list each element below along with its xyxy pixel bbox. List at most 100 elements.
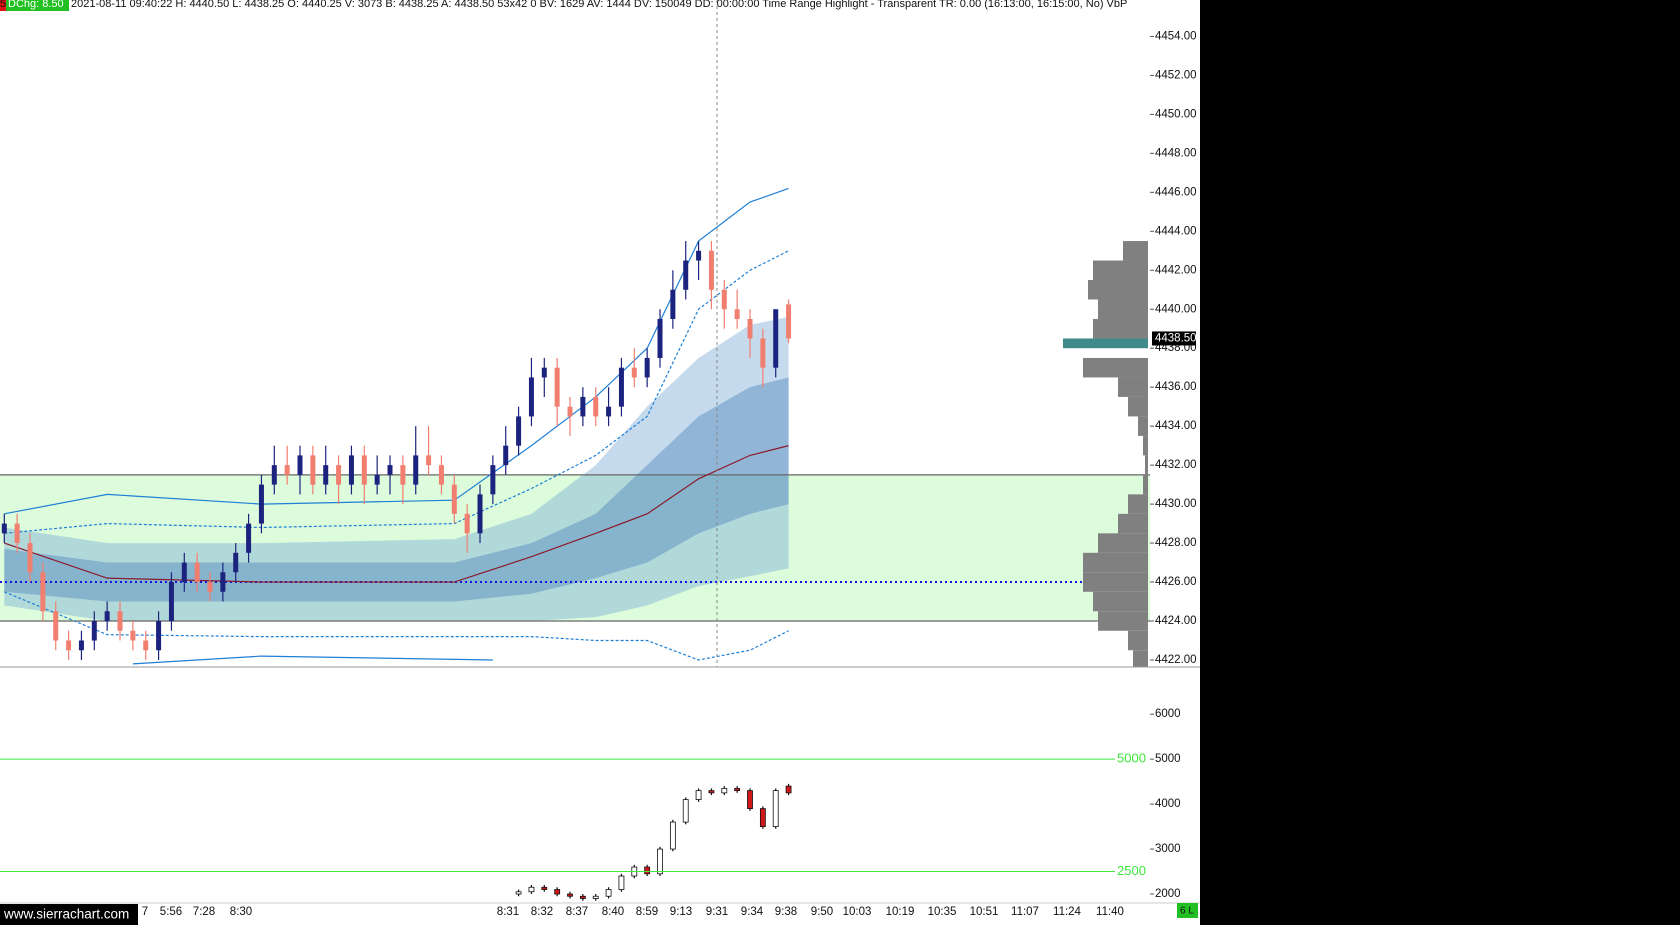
candle-body bbox=[168, 582, 174, 622]
candle-body bbox=[785, 785, 792, 794]
watermark-box bbox=[0, 904, 138, 925]
candle-body bbox=[14, 523, 20, 544]
candle-body bbox=[515, 891, 522, 895]
candle-body bbox=[567, 406, 573, 417]
candle-body bbox=[323, 465, 329, 485]
y-tick-label: 4426.00 bbox=[1155, 576, 1197, 588]
change-badge bbox=[6, 0, 69, 11]
candle-body bbox=[683, 260, 689, 290]
candle-body bbox=[438, 465, 444, 485]
std-band bbox=[4, 377, 789, 602]
candle-body bbox=[426, 455, 432, 466]
y-tick-label: 4434.00 bbox=[1155, 420, 1197, 432]
volume-profile-bar bbox=[1143, 435, 1148, 456]
candle-body bbox=[593, 396, 599, 417]
candle-body bbox=[708, 790, 715, 794]
level-label: 5000 bbox=[1117, 751, 1146, 766]
volume-profile-bar bbox=[1093, 591, 1148, 612]
last-price-box bbox=[1152, 331, 1196, 346]
y-tick-label: 4430.00 bbox=[1155, 498, 1197, 510]
x-tick-label: 8:30 bbox=[230, 906, 252, 918]
study-line bbox=[4, 591, 789, 661]
candle-body bbox=[567, 893, 573, 897]
candle-body bbox=[554, 367, 560, 407]
candle-body bbox=[734, 309, 740, 319]
volume-profile-bar bbox=[1128, 396, 1148, 417]
x-tick-label: 7 bbox=[142, 906, 148, 918]
candle-body bbox=[747, 790, 753, 809]
volume-profile-bar bbox=[1098, 533, 1148, 553]
candle-body bbox=[528, 886, 535, 893]
candle-body bbox=[271, 465, 277, 485]
x-tick-label: 8:31 bbox=[497, 906, 519, 918]
candle-body bbox=[541, 367, 547, 378]
axes: 4422.00 4424.00 4426.00 4428.00 4430.00 4432.… bbox=[0, 30, 1197, 918]
candle-body bbox=[773, 309, 779, 368]
x-tick-label: 10:03 bbox=[843, 906, 872, 918]
study-line bbox=[4, 187, 789, 515]
volume-profile-bar bbox=[1138, 416, 1148, 436]
y-tick-label: 4428.00 bbox=[1155, 537, 1197, 549]
candle-body bbox=[669, 821, 676, 850]
volume-profile-bar bbox=[1083, 552, 1148, 573]
volume-profile-bar bbox=[1133, 650, 1148, 667]
x-tick-label: 9:38 bbox=[775, 906, 797, 918]
x-tick-label: 8:32 bbox=[531, 906, 553, 918]
candle-body bbox=[310, 455, 316, 485]
candle-body bbox=[477, 494, 483, 534]
candle-body bbox=[657, 848, 663, 875]
candle-body bbox=[592, 895, 599, 899]
y-tick-label: 4422.00 bbox=[1155, 654, 1197, 666]
candle-body bbox=[194, 562, 200, 583]
y-tick-label: 4444.00 bbox=[1155, 225, 1197, 237]
candle-body bbox=[66, 640, 72, 651]
candle-body bbox=[130, 630, 136, 641]
candle-body bbox=[233, 552, 239, 573]
y-tick-label: 4442.00 bbox=[1155, 264, 1197, 276]
y-tick-label: 4432.00 bbox=[1155, 459, 1197, 471]
candle-body bbox=[580, 396, 586, 417]
candle-body bbox=[143, 640, 149, 651]
last-price-label: 4438.50 bbox=[1155, 333, 1197, 345]
candle-body bbox=[400, 465, 406, 485]
candle-body bbox=[747, 318, 753, 339]
empty-area bbox=[1200, 0, 1680, 925]
candle-body bbox=[579, 895, 586, 899]
candle-body bbox=[759, 808, 766, 827]
candle-body bbox=[207, 582, 213, 592]
candle-body bbox=[760, 338, 766, 368]
y-tick-label: 4440.00 bbox=[1155, 303, 1197, 315]
candle-body bbox=[104, 611, 110, 622]
y-tick-label: 6000 bbox=[1155, 708, 1181, 720]
candle-body bbox=[1, 523, 7, 534]
volume-profile-bar bbox=[1143, 474, 1148, 495]
candle-body bbox=[348, 455, 354, 485]
volume-profile-bar bbox=[1145, 455, 1148, 475]
candle-body bbox=[606, 406, 612, 417]
x-tick-label: 8:37 bbox=[566, 906, 588, 918]
candle-body bbox=[721, 289, 727, 310]
candle-body bbox=[618, 875, 625, 890]
candle-body bbox=[284, 465, 290, 475]
y-tick-label: 4452.00 bbox=[1155, 69, 1197, 81]
candle-body bbox=[554, 889, 561, 895]
candle-body bbox=[374, 474, 380, 485]
change-text: DChg: 8.50 bbox=[8, 0, 64, 10]
candle-body bbox=[336, 465, 342, 485]
volume-profile-bar bbox=[1083, 357, 1148, 378]
level-label: 2500 bbox=[1117, 863, 1146, 878]
x-tick-label: 9:50 bbox=[811, 906, 833, 918]
volume-profile-bar bbox=[1093, 318, 1148, 339]
candle-body bbox=[451, 484, 457, 514]
y-tick-label: 4446.00 bbox=[1155, 186, 1197, 198]
badge bbox=[0, 0, 6, 11]
candle-body bbox=[413, 455, 419, 485]
chart-background bbox=[0, 0, 1200, 925]
candle-body bbox=[541, 886, 548, 890]
candle-body bbox=[721, 787, 728, 794]
candle-body bbox=[682, 799, 689, 823]
x-tick-label: 8:40 bbox=[602, 906, 624, 918]
x-tick-label: 9:31 bbox=[706, 906, 728, 918]
volume-profile-bar bbox=[1088, 280, 1148, 300]
